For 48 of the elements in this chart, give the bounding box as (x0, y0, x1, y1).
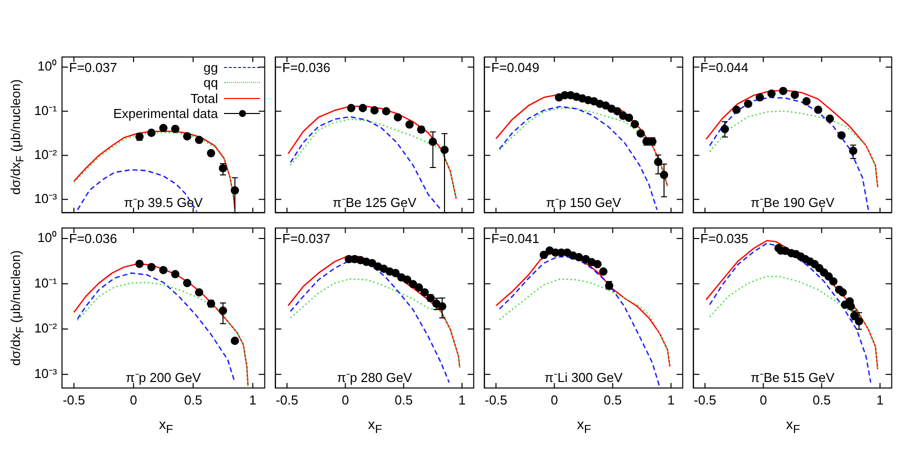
annotation: F=0.036 (282, 60, 330, 76)
annotation: F=0.037 (282, 231, 330, 246)
y-tick-label: 10⁻² (34, 320, 58, 336)
y-tick-label: 10⁰ (38, 58, 57, 74)
x-tick-label: -0.5 (484, 392, 508, 408)
x-tick-label: 1 (249, 392, 256, 408)
x-tick-label: 0 (130, 392, 138, 408)
annotation: F=0.049 (491, 60, 540, 76)
annotation: F=0.044 (700, 60, 748, 76)
x-tick-label: 0 (342, 392, 349, 408)
x-tick-label: -0.5 (276, 392, 298, 408)
legend-label: Experimental data (113, 106, 218, 122)
x-axis-title: x$_{F}$ (366, 416, 384, 436)
x-tick-label: 0 (550, 392, 558, 408)
x-tick-label: 0.5 (812, 392, 831, 408)
annotation: π⁻p 39.5 GeV (124, 194, 204, 210)
y-tick-label: 10⁻² (34, 146, 58, 162)
y-tick-label: 10⁻³ (34, 191, 58, 206)
y-tick-label: 10⁻¹ (34, 275, 58, 290)
x-tick-label: 1 (876, 392, 884, 408)
x-axis-title: x$_{F}$ (158, 416, 174, 436)
y-tick-label: 10⁻¹ (34, 102, 58, 118)
annotation: π⁻Be 125 GeV (332, 194, 417, 210)
x-axis-title: x$_{F}$ (784, 416, 802, 436)
x-axis-title: x$_{F}$ (576, 416, 592, 436)
annotation: F=0.036 (69, 231, 118, 246)
annotation: π⁻p 280 GeV (336, 370, 412, 386)
annotation: π⁻Be 190 GeV (750, 194, 835, 210)
legend-label: qq (204, 75, 218, 91)
annotation: π⁻p 150 GeV (546, 194, 622, 210)
annotation: π⁻Be 515 GeV (750, 370, 835, 386)
annotation: π⁻p 200 GeV (126, 370, 202, 386)
annotation: F=0.037 (69, 60, 118, 76)
annotation: F=0.035 (700, 231, 748, 246)
annotation: π⁻Li 300 GeV (544, 370, 623, 386)
y-tick-label: 10⁰ (38, 230, 57, 246)
x-tick-label: 0.5 (394, 392, 413, 408)
annotation: F=0.041 (491, 231, 540, 246)
x-tick-label: 0.5 (604, 392, 622, 408)
legend-label: gg (204, 60, 218, 76)
x-tick-label: 0.5 (184, 392, 202, 408)
legend-label: Total (190, 90, 218, 106)
x-tick-label: -0.5 (694, 392, 716, 408)
x-tick-label: 0 (760, 392, 767, 408)
y-tick-label: 10⁻³ (34, 366, 58, 381)
x-tick-label: 1 (667, 392, 675, 408)
x-tick-label: -0.5 (62, 392, 86, 408)
x-tick-label: 1 (458, 392, 466, 408)
